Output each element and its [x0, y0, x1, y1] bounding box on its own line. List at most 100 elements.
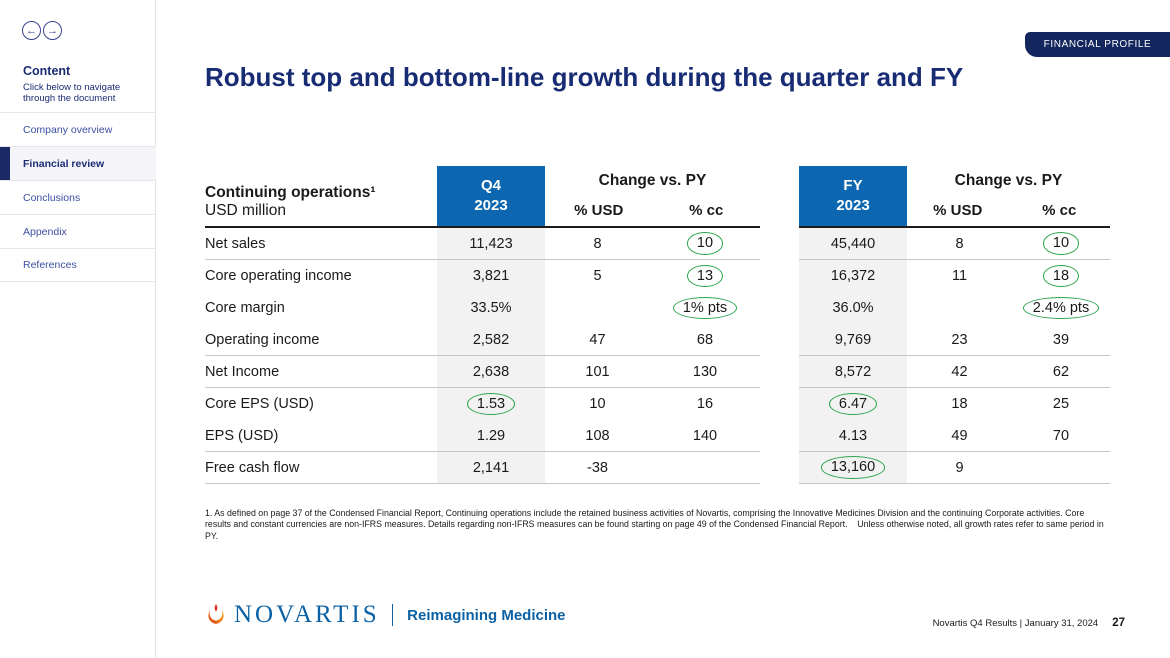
q4-cc-change [650, 452, 760, 484]
fy-cc-change [1012, 452, 1110, 484]
fy-value: 4.13 [799, 420, 907, 452]
q4-year: 2023 [474, 197, 508, 214]
sidebar-item-financial-review[interactable]: Financial review [0, 146, 156, 180]
logo-divider [391, 604, 394, 626]
pct-cc-header: % cc [689, 202, 724, 219]
label-subtitle: USD million [205, 202, 286, 219]
green-circle-highlight: 1.53 [466, 392, 516, 416]
table-row-core-eps: Core EPS (USD) 1.53 10 16 6.47 18 25 [205, 388, 1110, 420]
q4-cc-change: 10 [650, 228, 760, 260]
back-arrow-icon[interactable]: ← [22, 21, 41, 40]
sidebar-menu: Company overview Financial review Conclu… [0, 112, 156, 282]
green-circle-highlight: 1% pts [672, 296, 738, 320]
q4-value: 33.5% [437, 292, 545, 324]
sidebar-item-references[interactable]: References [0, 248, 156, 282]
fy-value: 16,372 [799, 260, 907, 292]
page-number: 27 [1112, 617, 1125, 629]
fy-usd-change: 23 [907, 324, 1012, 356]
fy-value: 9,769 [799, 324, 907, 356]
q4-usd-change: -38 [545, 452, 650, 484]
fy-cc-change: 39 [1012, 324, 1110, 356]
q4-usd-change: 8 [545, 228, 650, 260]
pct-cc-header: % cc [1042, 202, 1077, 219]
fy-usd-change: 49 [907, 420, 1012, 452]
q4-value: 2,582 [437, 324, 545, 356]
report-title: Novartis Q4 Results | January 31, 2024 [932, 618, 1099, 629]
table-row-net-income: Net Income 2,638 101 130 8,572 42 62 [205, 356, 1110, 388]
row-label: Net Income [205, 356, 437, 388]
fy-usd-change: 42 [907, 356, 1012, 388]
sidebar: ← → Content Click below to navigate thro… [0, 0, 156, 658]
fy-value: 45,440 [799, 228, 907, 260]
fy-value: 36.0% [799, 292, 907, 324]
q4-usd-change: 5 [593, 268, 602, 284]
row-label: Core operating income [205, 268, 352, 284]
q4-value: 1.53 [437, 388, 545, 420]
q4-cc-change: 68 [650, 324, 760, 356]
row-label: Operating income [205, 324, 437, 356]
q4-value: 2,141 [437, 452, 545, 484]
q4-change-header: Change vs. PY % USD % cc [545, 166, 760, 228]
novartis-flame-icon [208, 604, 224, 624]
fy-cc-change: 70 [1012, 420, 1110, 452]
label-column-header: Continuing operations¹ USD million [205, 166, 437, 228]
q4-usd-change: 47 [545, 324, 650, 356]
footnote: 1. As defined on page 37 of the Condense… [205, 508, 1104, 541]
sidebar-subheading: Click below to navigate through the docu… [23, 82, 121, 105]
q4-cc-change: 16 [696, 396, 714, 412]
financial-table: Continuing operations¹ USD million Q4 20… [205, 166, 1110, 484]
q4-period-header: Q4 2023 [437, 166, 545, 228]
fy-value: 6.47 [799, 388, 907, 420]
fy-value: 8,572 [799, 356, 907, 388]
logo-tagline: Reimagining Medicine [407, 606, 566, 624]
table-row-core-margin: Core margin 33.5% 1% pts 36.0% 2.4% pts [205, 292, 1110, 324]
row-label: EPS (USD) [205, 420, 437, 452]
q4-usd-change: 101 [545, 356, 650, 388]
q4-value: 2,638 [437, 356, 545, 388]
green-circle-highlight: 18 [1042, 264, 1080, 288]
table-row-operating-income: Operating income 2,582 47 68 9,769 23 39 [205, 324, 1110, 356]
pct-usd-header: % USD [574, 202, 624, 219]
fy-cc-change: 62 [1012, 356, 1110, 388]
sidebar-item-appendix[interactable]: Appendix [0, 214, 156, 248]
q4-cc-change: 130 [650, 356, 760, 388]
table-row-eps: EPS (USD) 1.29 108 140 4.13 49 70 [205, 420, 1110, 452]
table-row-net-sales: Net sales 11,423 8 10 45,440 8 10 [205, 228, 1110, 260]
slide-navigation: ← → [22, 21, 62, 40]
sidebar-item-company-overview[interactable]: Company overview [0, 112, 156, 146]
fy-usd-change [907, 292, 1012, 324]
q4-usd-change: 108 [545, 420, 650, 452]
forward-arrow-icon[interactable]: → [43, 21, 62, 40]
row-label: Core margin [205, 300, 285, 316]
table-header: Continuing operations¹ USD million Q4 20… [205, 166, 1110, 228]
q4-value: 3,821 [437, 260, 545, 292]
fy-period-header: FY 2023 [799, 166, 907, 228]
green-circle-highlight: 10 [686, 232, 724, 255]
green-circle-highlight: 10 [1042, 232, 1080, 255]
fy-year: 2023 [836, 197, 870, 214]
green-circle-highlight: 13 [686, 264, 724, 288]
fy-usd-change: 9 [907, 452, 1012, 484]
novartis-wordmark: NOVARTIS [234, 601, 380, 628]
fy-usd-change: 18 [951, 396, 968, 412]
row-label: Free cash flow [205, 452, 437, 484]
sidebar-item-conclusions[interactable]: Conclusions [0, 180, 156, 214]
row-label: Net sales [205, 228, 437, 260]
q4-value: 11,423 [437, 228, 545, 260]
fy-usd-change: 8 [907, 228, 1012, 260]
sidebar-heading: Content [23, 64, 71, 78]
q4-cc-change: 13 [650, 260, 760, 292]
table-row-core-operating-income: Core operating income 3,821 5 13 16,372 … [205, 260, 1110, 292]
change-vs-py-label: Change vs. PY [954, 172, 1063, 189]
fy-cc-change: 2.4% pts [1012, 292, 1110, 324]
fy-value: 13,160 [799, 452, 907, 484]
page-title: Robust top and bottom-line growth during… [205, 62, 964, 92]
table-row-free-cash-flow: Free cash flow 2,141 -38 13,160 9 [205, 452, 1110, 484]
fy-cc-change: 10 [1012, 228, 1110, 260]
q4-value: 1.29 [437, 420, 545, 452]
fy-cc-change: 25 [1052, 396, 1070, 412]
green-circle-highlight: 2.4% pts [1022, 296, 1100, 320]
section-badge: FINANCIAL PROFILE [1025, 32, 1170, 57]
fy-change-header: Change vs. PY % USD % cc [907, 166, 1110, 228]
q4-cc-change: 1% pts [650, 292, 760, 324]
